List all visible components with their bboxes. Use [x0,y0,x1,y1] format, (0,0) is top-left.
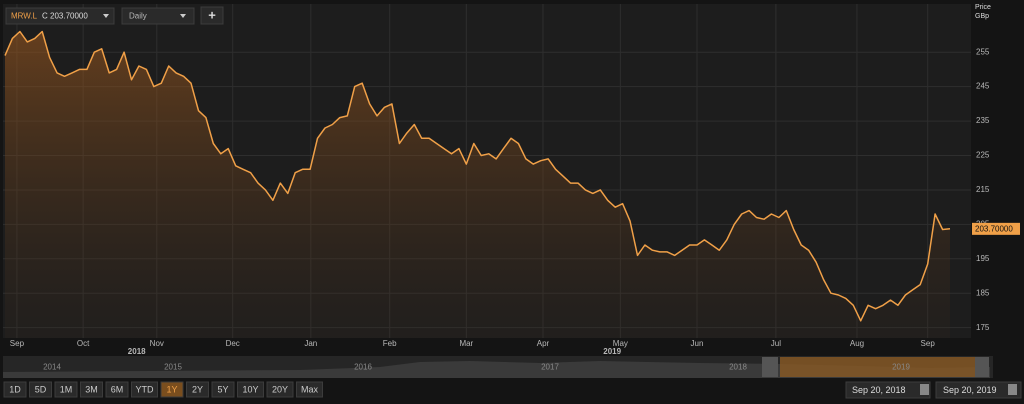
date-from-box[interactable] [845,381,931,399]
x-tick-label: Sep [10,339,25,348]
symbol-box[interactable] [5,7,115,25]
range-button[interactable] [3,381,27,398]
x-tick-label: Jun [691,339,704,348]
range-button-label: 5D [35,384,47,394]
navigator-year: 2015 [164,363,182,372]
range-button[interactable] [266,381,294,398]
range-button[interactable] [54,381,78,398]
x-tick-label: Dec [226,339,240,348]
y-tick-label: 255 [976,47,990,56]
range-button[interactable] [80,381,103,398]
navigator-labels: 2014 2015 2016 2017 2018 2019 [43,363,910,372]
range-button[interactable] [105,381,129,398]
dropdown-arrow [180,14,186,18]
range-button[interactable] [186,381,209,398]
range-button[interactable] [131,381,158,398]
interval-box[interactable] [121,7,195,25]
y-tick-label: 195 [976,254,990,263]
x-tick-label: Feb [383,339,397,348]
y-tick-label: 215 [976,185,990,194]
range-button-label: Max [301,384,319,394]
x-tick-label: Oct [77,339,90,348]
x-tick-label: Jul [771,339,781,348]
price-line [4,30,951,322]
navigator-handle[interactable] [975,357,989,377]
x-tick-label: Apr [537,339,550,348]
calendar-icon[interactable] [1008,384,1017,395]
y-axis-unit: GBp [975,13,989,20]
y-tick-label: 225 [976,151,990,160]
range-button-label: 6M [111,384,124,394]
range-button-label: 1D [9,384,21,394]
date-from: Sep 20, 2018 [852,385,906,395]
last-value-label: 203.70000 [975,224,1013,233]
range-button-label: 5Y [217,384,228,394]
x-tick-label: Nov [150,339,164,348]
y-tick-label: 175 [976,323,990,332]
calendar-icon[interactable] [920,384,929,395]
last-value-box [972,222,1020,235]
dropdown-arrow [103,14,109,18]
x-year-label: 2019 [603,347,621,356]
y-tick-label: 185 [976,288,990,297]
x-tick-label: Jan [304,339,317,348]
navigator-year: 2016 [354,363,372,372]
navigator-area [3,361,990,378]
quote: C 203.70000 [42,12,88,21]
range-button[interactable] [296,381,323,398]
x-year-label: 2018 [128,347,146,356]
x-tick-label: Sep [921,339,936,348]
interval: Daily [129,12,147,21]
add-icon: + [208,7,216,22]
plot: 203.70000 [4,30,1020,338]
range-button-label: 10Y [242,384,258,394]
y-axis-title: Price [975,4,991,11]
range-buttons: 1D 5D 1M 3M 6M YTD 1Y 2Y 5Y 10Y 20Y Max [3,381,323,398]
symbol: MRW.L [11,12,38,21]
range-button-label: 3M [85,384,98,394]
range-button-label: 2Y [192,384,203,394]
navigator-year: 2018 [729,363,747,372]
date-to-box[interactable] [935,381,1022,399]
date-to: Sep 20, 2019 [943,385,997,395]
range-button-label: 1Y [166,384,177,394]
navigator-year: 2014 [43,363,61,372]
navigator-year: 2017 [541,363,559,372]
navigator-year: 2019 [892,363,910,372]
range-button[interactable] [160,381,184,398]
x-tick-label: May [613,339,628,348]
y-tick-label: 235 [976,116,990,125]
area [5,31,950,338]
y-tick-label: 245 [976,82,990,91]
range-button[interactable] [211,381,235,398]
navigator-selection[interactable] [780,357,980,377]
range-button-label: 1M [60,384,73,394]
x-tick-label: Mar [459,339,473,348]
x-tick-label: Aug [850,339,864,348]
range-button-label: YTD [136,384,155,394]
range-button-label: 20Y [272,384,288,394]
range-button[interactable] [29,381,52,398]
navigator-handle[interactable] [762,357,778,377]
add-button[interactable] [200,6,224,25]
range-button[interactable] [237,381,264,398]
